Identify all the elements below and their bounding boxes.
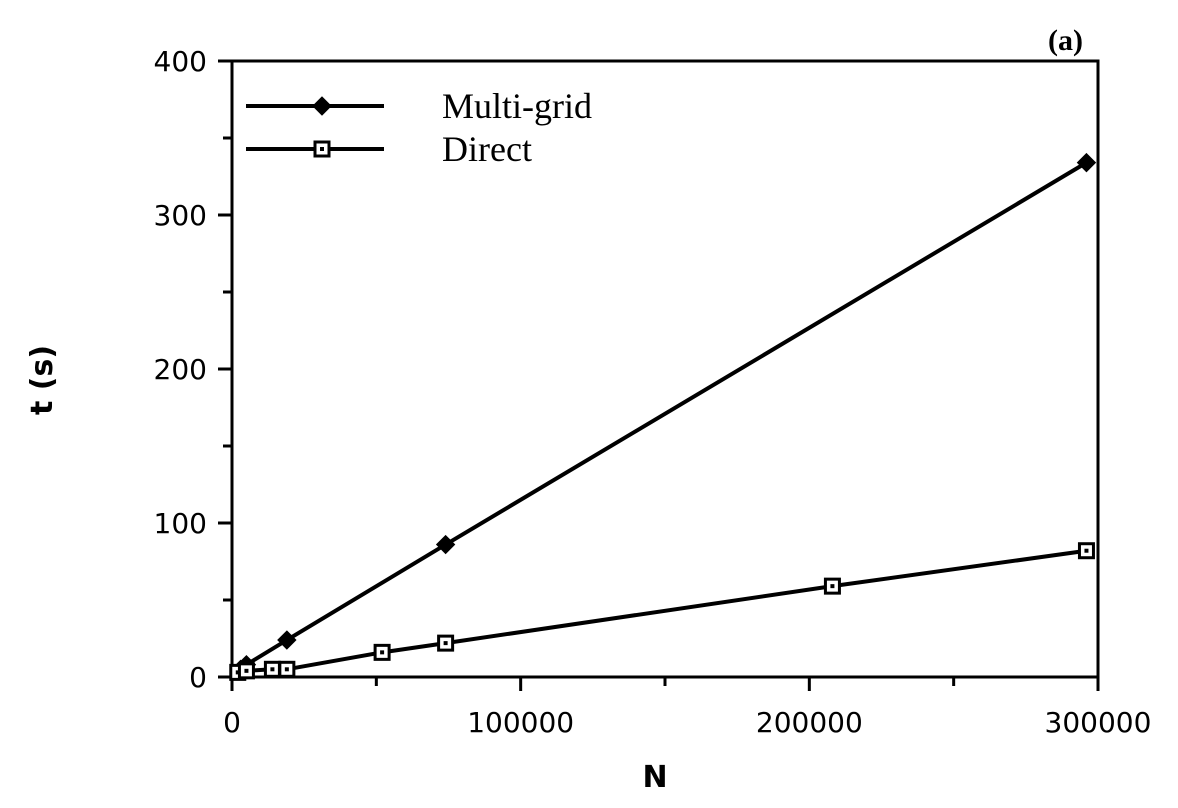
x-axis-label: N [642, 760, 667, 795]
series-multi-grid [230, 152, 1097, 680]
square-marker-dot [284, 667, 289, 672]
series-line [237, 548, 1087, 675]
diamond-marker [435, 534, 456, 555]
y-axis-label: t (s) [25, 345, 60, 415]
square-marker-dot [443, 641, 448, 646]
square-marker-dot [380, 650, 385, 655]
legend-label: Multi-grid [442, 86, 592, 126]
legend-label: Direct [442, 129, 532, 169]
series-direct [229, 542, 1095, 681]
y-axis-ticks: 0 100 200 300 400 [154, 45, 232, 694]
series-line [239, 160, 1088, 671]
series-layer [229, 152, 1097, 681]
square-marker-dot [320, 147, 324, 151]
diamond-marker [277, 630, 297, 650]
square-marker-dot [244, 668, 249, 673]
y-tick-label: 100 [154, 507, 207, 540]
y-tick-label: 200 [154, 353, 207, 386]
x-tick-label: 0 [223, 706, 241, 739]
square-marker-dot [1084, 548, 1089, 553]
y-tick-label: 400 [154, 45, 207, 78]
square-marker-dot [830, 584, 835, 589]
y-tick-label: 0 [189, 661, 207, 694]
diamond-marker [1076, 152, 1097, 173]
diamond-marker [312, 96, 332, 116]
y-tick-label: 300 [154, 199, 207, 232]
square-marker-dot [270, 667, 275, 672]
x-tick-label: 300000 [1045, 706, 1152, 739]
x-tick-label: 200000 [756, 706, 863, 739]
x-tick-label: 100000 [467, 706, 574, 739]
x-axis-ticks: 0 100000 200000 300000 [223, 677, 1151, 739]
plot-frame [230, 59, 1100, 679]
square-marker-dot [235, 670, 240, 675]
panel-label: (a) [1048, 24, 1083, 57]
